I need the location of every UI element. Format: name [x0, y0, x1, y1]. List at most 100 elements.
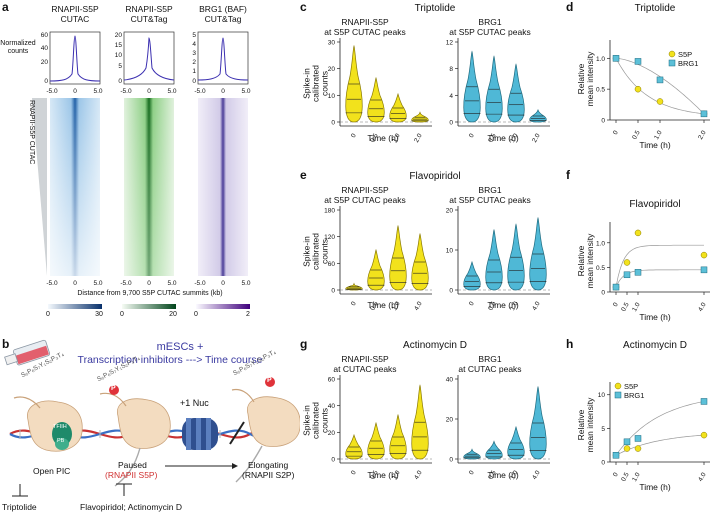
e-xlabel2: Time (h) — [487, 300, 519, 310]
d-legend-brg1-icon — [668, 59, 676, 67]
b-title-line1: mESCs + — [156, 341, 204, 353]
d-ytick-0: 1.0 — [596, 56, 605, 63]
panel-e-label: e — [300, 168, 307, 182]
cbar2-min: 0 — [120, 311, 124, 318]
p3-ytick-4: 4 — [192, 41, 196, 48]
p2-ytick-5: 5 — [118, 63, 122, 70]
c-xtick-1-0: 0 — [468, 132, 476, 139]
flavo-actino-label: Flavopiridol; Actinomycin D — [80, 502, 183, 512]
c-xtick-1-1: 0.5 — [487, 132, 498, 144]
c-xtick-0-0: 0 — [350, 132, 358, 139]
h-xlabel: Time (h) — [639, 482, 671, 492]
p1-xtick-mid: 0 — [73, 88, 77, 95]
panel-d-label: d — [566, 0, 574, 14]
f-xlabel: Time (h) — [639, 312, 671, 322]
heatmap-purple — [198, 98, 248, 276]
f-ytick-0: 1.0 — [596, 240, 605, 247]
e-ytick-0-2: 60 — [328, 261, 336, 268]
p2-xtick-left: -5.0 — [120, 88, 132, 95]
phospho-label-2: P — [267, 377, 272, 384]
heatmap-xlabel: Distance from 9,700 S5P CUTAC summits (k… — [77, 290, 223, 297]
d-ytick-1: 0.5 — [596, 87, 605, 94]
cbar1-min: 0 — [46, 311, 50, 318]
g-xlabel2: Time (h) — [487, 470, 519, 480]
g-sub1: RNAPII-S5P at CUTAC peaks — [333, 354, 397, 374]
arrowhead — [232, 463, 238, 469]
h-point-S5P-3 — [700, 431, 708, 439]
h-point-S5P-1 — [623, 445, 631, 452]
phospho-icon-1 — [109, 385, 119, 395]
cbar1-max: 30 — [95, 311, 103, 318]
p1-xtick-right: 5.0 — [93, 88, 102, 95]
d-title: Triptolide — [634, 3, 676, 14]
polymerase-elongating — [231, 388, 300, 483]
cbar3-min: 0 — [194, 311, 198, 318]
p1-xtick-left: -5.0 — [46, 88, 58, 95]
e-xtick-1-2: 1.0 — [509, 300, 520, 312]
panel-h-label: h — [566, 337, 574, 351]
h1-xtick-left: -5.0 — [46, 280, 58, 287]
h3-xtick-left: -5.0 — [194, 280, 206, 287]
h1-xtick-right: 5.0 — [93, 280, 102, 287]
f-point-BRG1-1 — [623, 271, 631, 279]
panel-g-label: g — [300, 337, 308, 351]
g-xtick-1-0: 0 — [468, 469, 476, 476]
f-xtick-3: 4.0 — [697, 301, 708, 313]
p1-ytick-60: 60 — [41, 32, 49, 39]
elongating-sub-label: (RNAPII S2P) — [242, 470, 295, 480]
d-fit-BRG1 — [615, 57, 705, 115]
phospho-icon-2 — [265, 377, 275, 387]
e-title: Flavopiridol — [409, 171, 461, 182]
polymerase-open-pic — [13, 396, 83, 452]
g-xtick-0-3: 4.0 — [413, 469, 424, 481]
d-point-S5P-2 — [656, 98, 664, 105]
panel-f-label: f — [566, 168, 570, 182]
d-xtick-3: 2.0 — [697, 129, 708, 141]
d-point-BRG1-3 — [700, 110, 708, 118]
triptolide-label: Triptolide — [2, 502, 37, 512]
c-xtick-0-3: 2.0 — [413, 132, 424, 144]
h-legend-brg1: BRG1 — [624, 391, 644, 400]
c-ytick-1-0: 12 — [446, 40, 454, 47]
cbar2-max: 20 — [169, 311, 177, 318]
c-ytick-0-0: 30 — [328, 40, 336, 47]
e-xtick-1-3: 4.0 — [531, 300, 542, 312]
p2-ytick-20: 20 — [115, 32, 123, 39]
h-title: Actinomycin D — [623, 340, 687, 351]
heatmap-green-fade — [124, 98, 174, 276]
col1-title: RNAPII-S5P CUTAC — [51, 4, 99, 24]
c-ytick-1-3: 0 — [449, 120, 453, 127]
f-fit-S5P — [615, 244, 704, 288]
d-point-S5P-1 — [634, 85, 642, 93]
e-ytick-1-0: 20 — [446, 208, 454, 215]
p1-ytick-40: 40 — [41, 45, 49, 52]
p3-ytick-0: 0 — [192, 78, 196, 85]
e-xtick-1-1: 0.5 — [487, 300, 498, 312]
h2-xtick-left: -5.0 — [120, 280, 132, 287]
polymerase-paused — [99, 392, 171, 487]
h2-xtick-right: 5.0 — [167, 280, 176, 287]
elongating-label: Elongating — [248, 460, 289, 470]
d-ytick-2: 0 — [601, 118, 605, 125]
f-title: Flavopiridol — [629, 199, 681, 210]
d-point-BRG1-0 — [612, 55, 620, 62]
p3-xtick-mid: 0 — [221, 88, 225, 95]
colorbar-blue — [48, 304, 102, 309]
g-xlabel1: Time (h) — [367, 470, 399, 480]
f-xtick-0: 0 — [612, 301, 620, 308]
e-ytick-1-2: 0 — [449, 288, 453, 295]
f-xtick-1: 0.5 — [620, 301, 631, 313]
g-ytick-1-1: 20 — [446, 417, 454, 424]
c-ytick-0-3: 0 — [331, 120, 335, 127]
c-ytick-1-2: 4 — [449, 93, 453, 100]
h-xtick-2: 1.0 — [631, 471, 642, 483]
g-xtick-0-0: 0 — [350, 469, 358, 476]
f-point-BRG1-0 — [612, 283, 620, 291]
ptefb-label: PB — [57, 438, 65, 444]
e-ytick-0-3: 0 — [331, 288, 335, 295]
e-ytick-0-1: 120 — [324, 234, 335, 241]
e-xtick-0-0: 0 — [350, 300, 358, 307]
tfiih-label: TFIIH — [53, 424, 67, 430]
g-ytick-0-2: 20 — [328, 430, 336, 437]
c-xtick-1-2: 1.0 — [509, 132, 520, 144]
